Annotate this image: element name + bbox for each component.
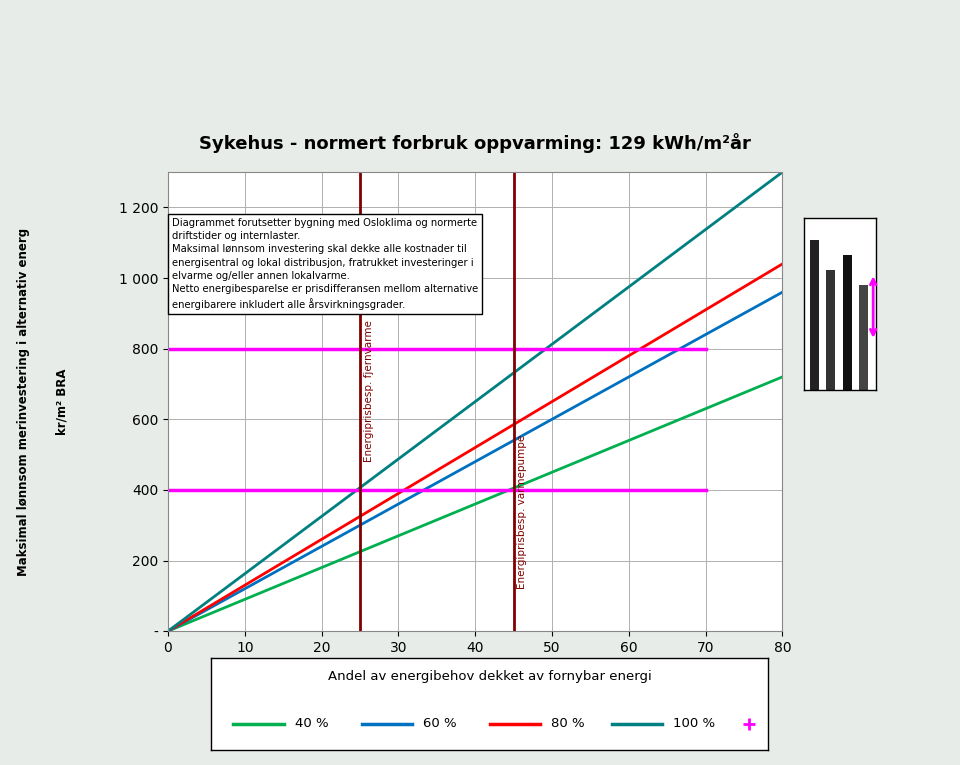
Bar — [859, 285, 868, 390]
Text: Andel av energibehov dekket av fornybar energi: Andel av energibehov dekket av fornybar … — [327, 670, 652, 682]
Text: Maksimal lønnsom merinvestering i alternativ energ: Maksimal lønnsom merinvestering i altern… — [17, 227, 31, 576]
Text: kr/m² BRA: kr/m² BRA — [56, 369, 69, 435]
Text: Energiprisbesp. varmepumpe: Energiprisbesp. varmepumpe — [517, 435, 527, 589]
Bar — [810, 240, 819, 390]
Bar — [843, 256, 852, 390]
Text: Energiprisbesp. fjernvarme: Energiprisbesp. fjernvarme — [364, 320, 373, 461]
Title: Sykehus - normert forbruk oppvarming: 129 kWh/m²år: Sykehus - normert forbruk oppvarming: 12… — [200, 133, 751, 153]
Text: 100 %: 100 % — [673, 718, 715, 731]
Text: 40 %: 40 % — [295, 718, 328, 731]
Text: 60 %: 60 % — [422, 718, 456, 731]
Bar — [827, 270, 835, 390]
Text: 80 %: 80 % — [551, 718, 585, 731]
X-axis label: Netto energiprisbesparelse øre/kWh ved bruk av fornybar energi: Netto energiprisbesparelse øre/kWh ved b… — [221, 663, 730, 677]
Text: Diagrammet forutsetter bygning med Osloklima og normerte
driftstider og internla: Diagrammet forutsetter bygning med Oslok… — [172, 218, 478, 310]
